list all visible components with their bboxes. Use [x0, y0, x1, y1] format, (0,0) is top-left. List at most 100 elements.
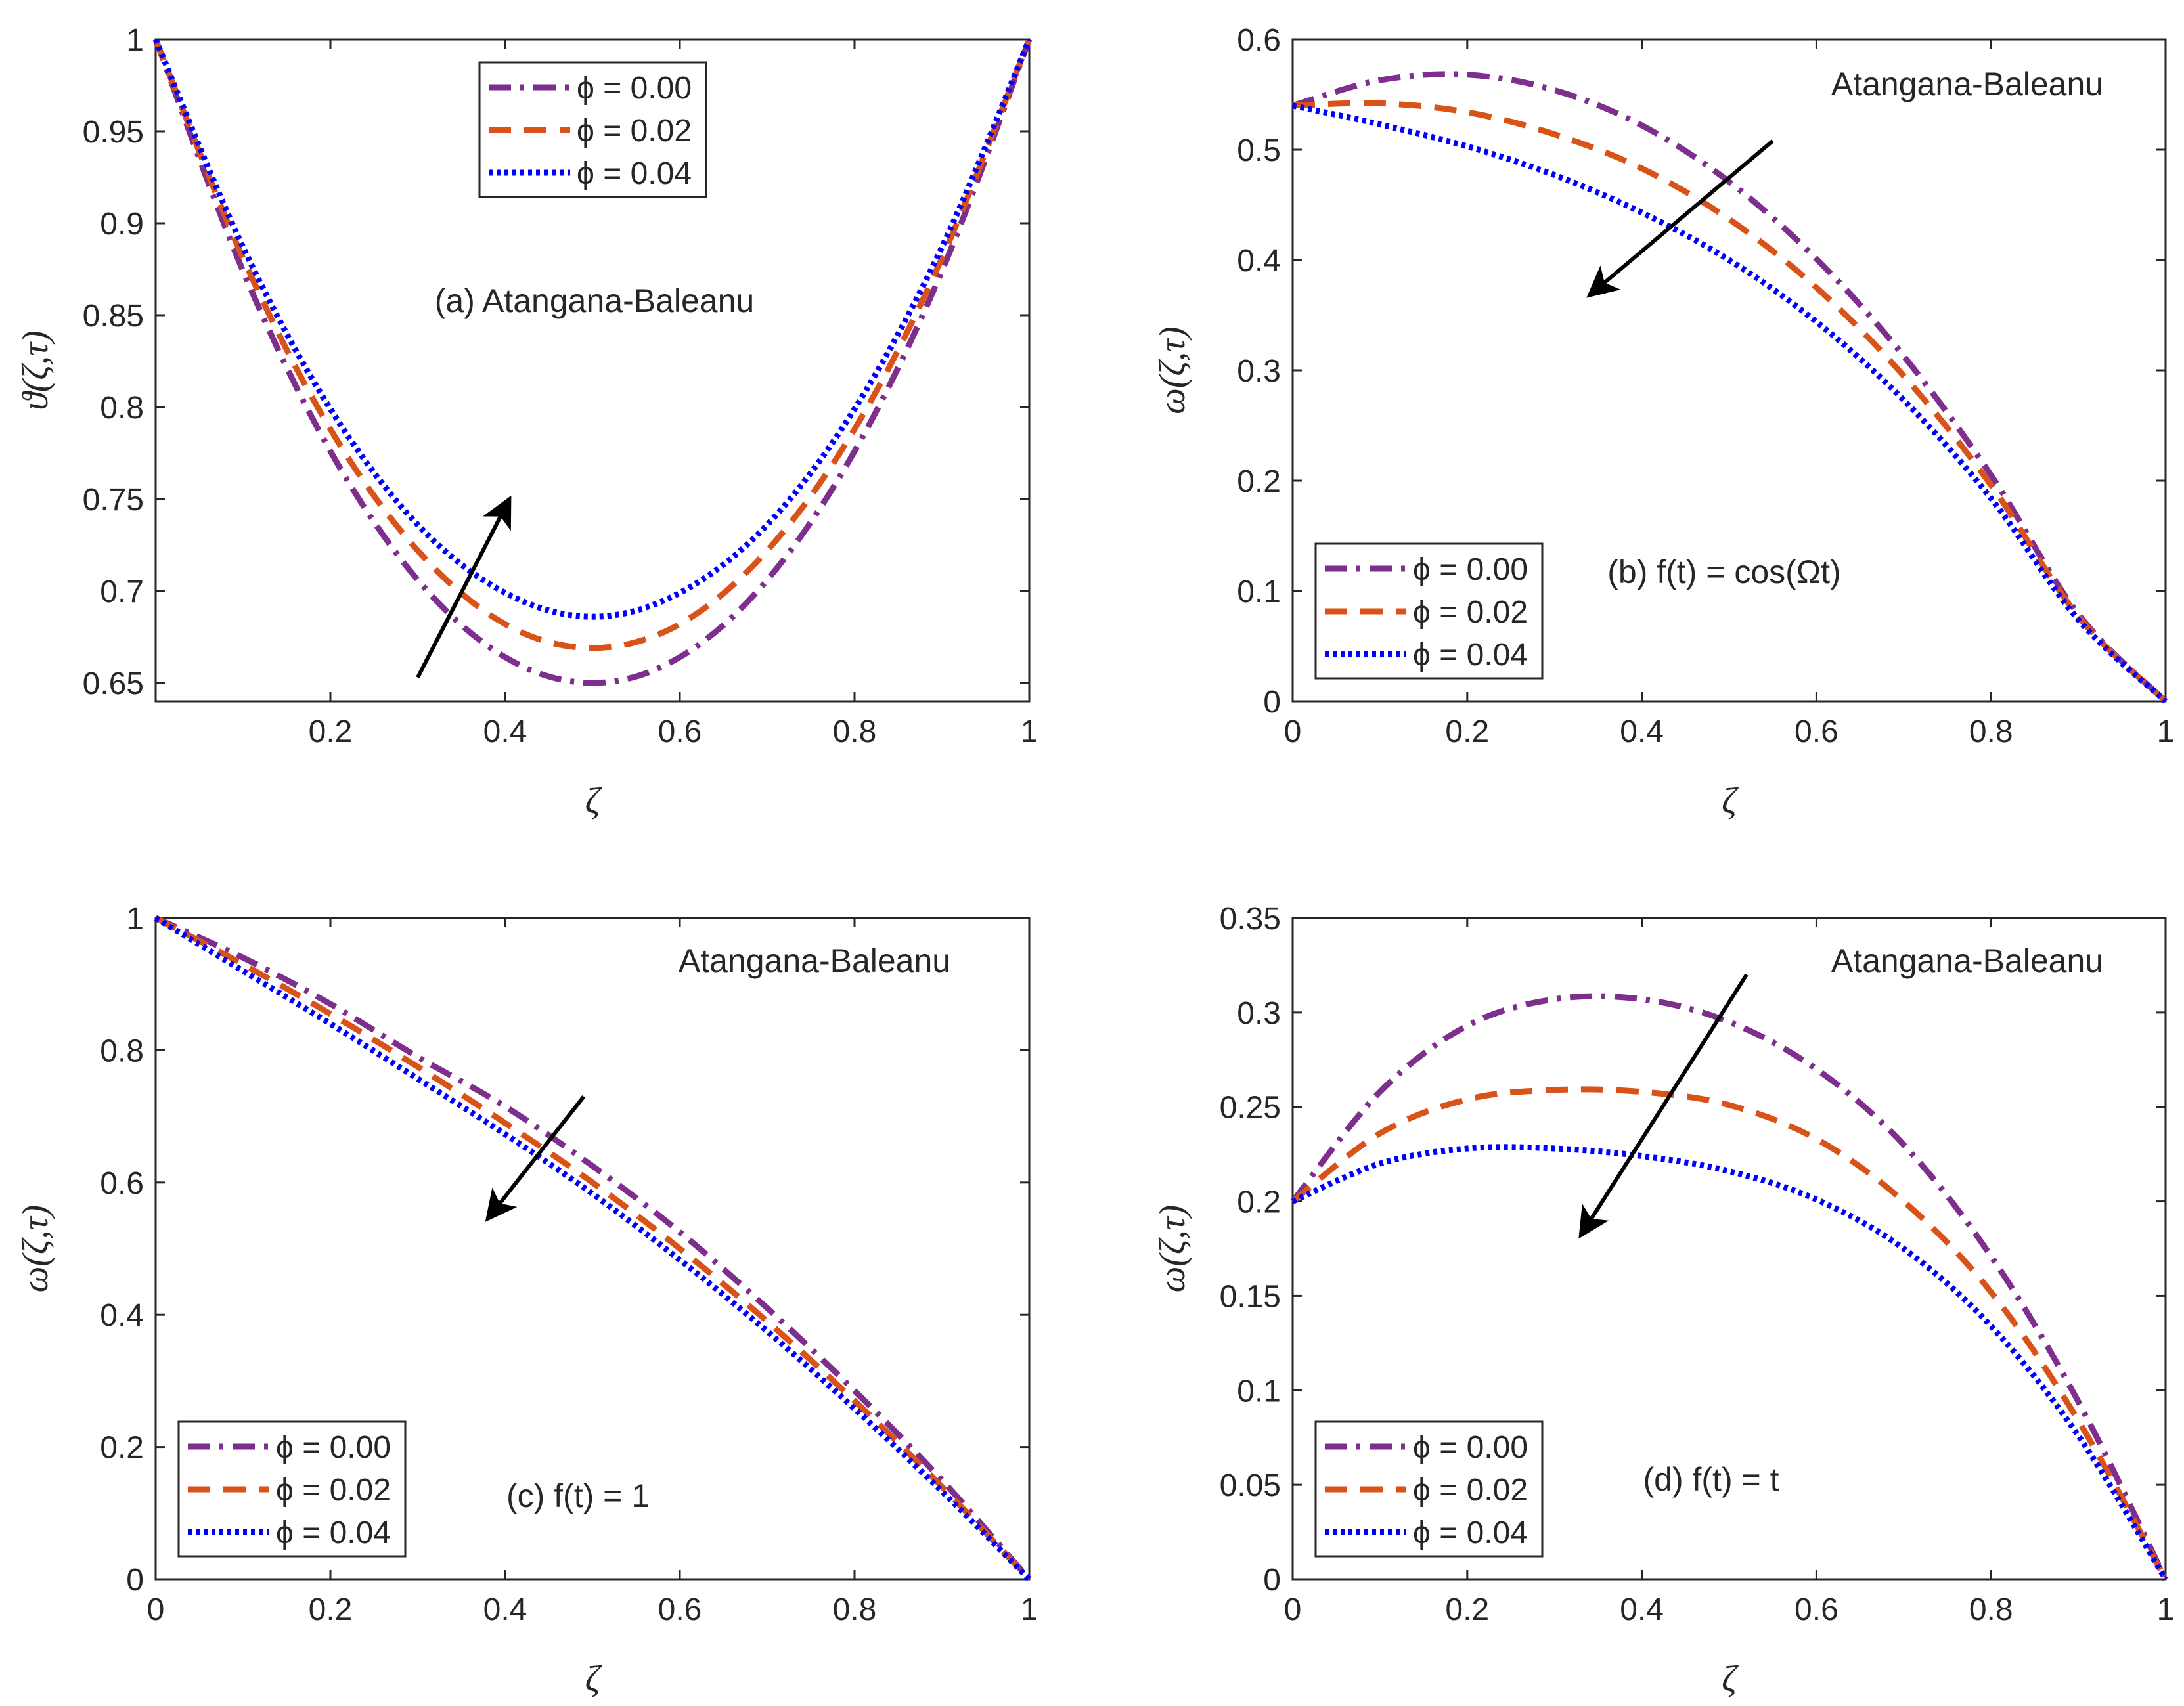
legend-entry-0: ϕ = 0.00 — [1413, 1430, 1528, 1465]
x-tick-label: 0.4 — [1620, 714, 1664, 749]
y-tick-label: 0.8 — [100, 391, 144, 426]
series-line-0 — [154, 915, 1032, 1581]
panel-a: 0.2 0.4 0.6 0.8 1 0.65 0.7 0.75 0.8 0.85 0.9 0.95 1 ζ… — [15, 23, 1038, 821]
method-label: Atangana-Baleanu — [679, 942, 950, 979]
y-tick-label: 0.05 — [1220, 1468, 1281, 1503]
series-line-1 — [1291, 1086, 2168, 1581]
legend: ϕ = 0.00 ϕ = 0.02 ϕ = 0.04 — [177, 1420, 407, 1558]
series-line-0 — [1290, 993, 2169, 1581]
x-tick-label: 1 — [2157, 1592, 2175, 1627]
method-label: Atangana-Baleanu — [1831, 942, 2103, 979]
y-axis-label: ω(ζ,τ) — [15, 1205, 56, 1293]
y-tick-label: 0.7 — [100, 575, 144, 609]
legend-box — [1314, 542, 1544, 680]
panel-d: 0 0.2 0.4 0.6 0.8 1 0 0.05 0.1 0.15 0.2 0.25 0.3 0.35… — [1152, 902, 2174, 1699]
panel-annotation: (c) f(t) = 1 — [506, 1477, 650, 1514]
y-tick-label: 0.5 — [1237, 133, 1281, 168]
series-line-1 — [154, 915, 1032, 1582]
y-tick-label: 0.1 — [1237, 575, 1281, 609]
x-tick-label: 1 — [1021, 1592, 1038, 1627]
y-tick-label: 0.1 — [1237, 1374, 1281, 1409]
x-tick-label: 0.2 — [309, 714, 353, 749]
x-tick-label: 0 — [1284, 714, 1302, 749]
x-tick-label: 0 — [147, 1592, 165, 1627]
legend-entry-1: ϕ = 0.02 — [1413, 1473, 1528, 1508]
trend-arrow — [1578, 973, 1749, 1239]
y-tick-label: 0.95 — [83, 115, 144, 150]
x-tick-label: 0.4 — [483, 714, 527, 749]
legend-entry-2: ϕ = 0.04 — [577, 156, 692, 191]
y-tick-label: 0.2 — [1237, 1185, 1281, 1220]
y-axis-label: ϑ(ζ,τ) — [15, 330, 56, 410]
y-tick-label: 0 — [126, 1563, 144, 1598]
legend-entry-2: ϕ = 0.04 — [1413, 638, 1528, 672]
x-tick-label: 0.8 — [1969, 714, 2013, 749]
x-tick-label: 0.6 — [658, 714, 702, 749]
y-tick-label: 0.3 — [1237, 354, 1281, 389]
x-tick-label: 0.2 — [1445, 714, 1489, 749]
panel-annotation: (a) Atangana-Baleanu — [435, 282, 754, 319]
legend-box — [177, 1420, 407, 1558]
y-tick-label: 0 — [1263, 1563, 1281, 1598]
series-line-1 — [1292, 100, 2168, 704]
panels: 0.2 0.4 0.6 0.8 1 0.65 0.7 0.75 0.8 0.85 0.9 0.95 1 ζ… — [15, 23, 2174, 1699]
trend-arrow — [1586, 139, 1774, 298]
legend-entry-2: ϕ = 0.04 — [1413, 1516, 1528, 1550]
legend: ϕ = 0.00 ϕ = 0.02 ϕ = 0.04 — [1314, 542, 1544, 680]
x-axis-label: ζ — [585, 781, 602, 821]
y-tick-label: 0.6 — [100, 1166, 144, 1201]
series-line-2 — [1291, 1144, 2168, 1581]
x-tick-label: 0.4 — [483, 1592, 527, 1627]
series-line-1 — [152, 38, 1033, 651]
legend-entry-0: ϕ = 0.00 — [577, 71, 692, 106]
y-tick-label: 0.15 — [1220, 1279, 1281, 1314]
x-tick-label: 0.6 — [658, 1592, 702, 1627]
x-tick-label: 0.6 — [1794, 714, 1839, 749]
y-tick-label: 1 — [126, 23, 144, 58]
y-tick-label: 0.65 — [83, 667, 144, 701]
series-line-2 — [1292, 102, 2168, 704]
series-line-2 — [152, 38, 1033, 620]
x-tick-label: 0 — [1284, 1592, 1302, 1627]
y-tick-label: 0.4 — [100, 1298, 144, 1333]
y-tick-label: 0.25 — [1220, 1091, 1281, 1126]
y-tick-label: 0.3 — [1237, 996, 1281, 1031]
legend-entry-0: ϕ = 0.00 — [276, 1430, 391, 1465]
y-tick-label: 1 — [126, 902, 144, 936]
y-tick-label: 0.2 — [1237, 464, 1281, 499]
legend-entry-1: ϕ = 0.02 — [1413, 595, 1528, 630]
x-tick-label: 0.8 — [833, 714, 877, 749]
series-line-2 — [154, 915, 1032, 1582]
legend: ϕ = 0.00 ϕ = 0.02 ϕ = 0.04 — [1314, 1420, 1544, 1558]
x-tick-label: 1 — [1021, 714, 1038, 749]
y-axis-label: ω(ζ,τ) — [1152, 1205, 1193, 1293]
legend-entry-1: ϕ = 0.02 — [276, 1473, 391, 1508]
y-tick-label: 0.35 — [1220, 902, 1281, 936]
trend-arrow — [485, 1095, 586, 1222]
y-tick-label: 0.75 — [83, 483, 144, 517]
method-label: Atangana-Baleanu — [1831, 66, 2103, 102]
x-axis-label: ζ — [1722, 1659, 1739, 1699]
panel-annotation: (d) f(t) = t — [1643, 1461, 1779, 1498]
y-tick-label: 0.9 — [100, 207, 144, 242]
trend-arrow — [416, 495, 512, 678]
y-axis-label: ω(ζ,τ) — [1152, 326, 1193, 414]
legend-box — [478, 61, 707, 198]
panel-b: 0 0.2 0.4 0.6 0.8 1 0 0.1 0.2 0.3 0.4 0.5 0.6 ζ ω(ζ,τ)… — [1152, 23, 2174, 821]
y-tick-label: 0.2 — [100, 1431, 144, 1466]
y-tick-label: 0.4 — [1237, 244, 1281, 278]
y-tick-label: 0.8 — [100, 1034, 144, 1068]
y-tick-label: 0 — [1263, 685, 1281, 720]
x-tick-label: 1 — [2157, 714, 2175, 749]
x-axis-label: ζ — [585, 1659, 602, 1699]
series-line-0 — [152, 38, 1033, 686]
panel-c: 0 0.2 0.4 0.6 0.8 1 0 0.2 0.4 0.6 0.8 1 ζ ω(ζ,τ) Atang… — [15, 902, 1038, 1699]
x-tick-label: 0.8 — [1969, 1592, 2013, 1627]
panel-annotation: (b) f(t) = cos(Ωt) — [1607, 554, 1840, 590]
legend-entry-2: ϕ = 0.04 — [276, 1516, 391, 1550]
x-tick-label: 0.2 — [309, 1592, 353, 1627]
y-tick-label: 0.6 — [1237, 23, 1281, 58]
legend-entry-0: ϕ = 0.00 — [1413, 552, 1528, 587]
legend-box — [1314, 1420, 1544, 1558]
